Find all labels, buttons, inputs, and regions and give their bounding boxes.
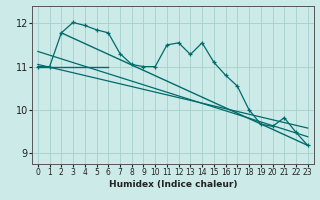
X-axis label: Humidex (Indice chaleur): Humidex (Indice chaleur) xyxy=(108,180,237,189)
